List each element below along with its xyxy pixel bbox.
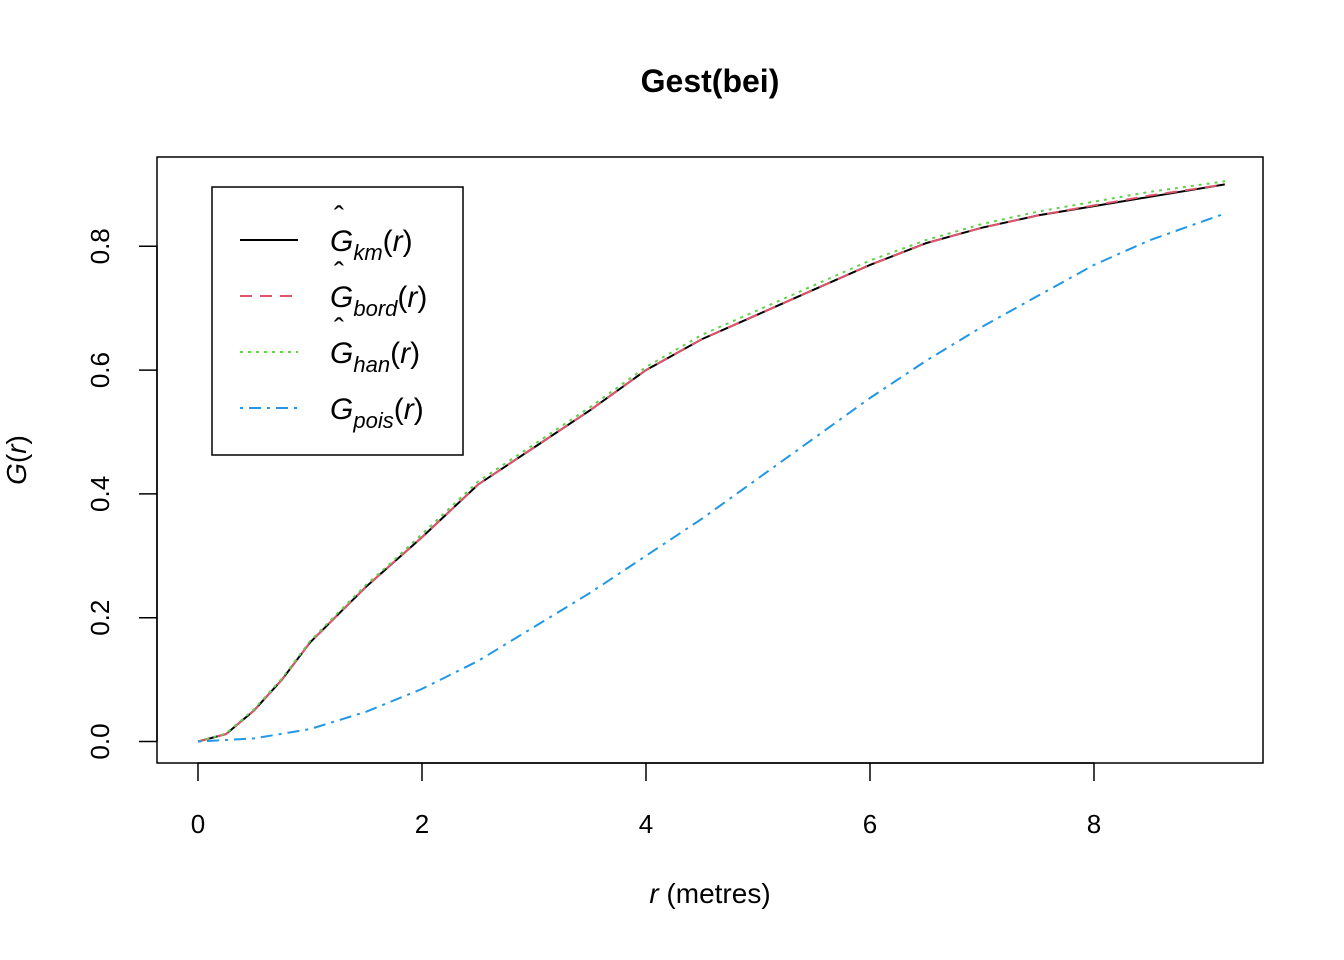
legend-var: r xyxy=(407,281,418,314)
legend-paren-close: ) xyxy=(410,337,420,370)
legend-symbol: G xyxy=(330,281,353,314)
x-axis-label-var: r xyxy=(649,878,660,909)
x-axis-label-unit: (metres) xyxy=(659,878,771,909)
y-tick-label: 0.4 xyxy=(85,476,115,512)
legend-symbol: G xyxy=(330,337,353,370)
legend-subscript: pois xyxy=(352,408,393,433)
series-layer xyxy=(197,180,1226,743)
legend-paren-open: ( xyxy=(383,225,393,258)
legend-var: r xyxy=(393,225,404,258)
x-tick-label: 8 xyxy=(1087,809,1101,839)
legend-hat-icon: ˆ xyxy=(334,313,344,346)
legend-paren-open: ( xyxy=(394,393,404,426)
x-tick-label: 6 xyxy=(863,809,877,839)
series-line-pois xyxy=(197,212,1226,743)
x-tick-label: 2 xyxy=(415,809,429,839)
legend-var: r xyxy=(404,393,415,426)
legend-subscript: km xyxy=(353,240,382,265)
legend-paren-open: ( xyxy=(390,337,400,370)
x-tick-label: 4 xyxy=(639,809,653,839)
legend-paren-close: ) xyxy=(417,281,427,314)
legend-paren-open: ( xyxy=(397,281,407,314)
y-tick-label: 0.2 xyxy=(85,600,115,636)
legend-hat-icon: ˆ xyxy=(334,201,344,234)
y-axis-label-close: ) xyxy=(1,435,32,444)
legend-hat-icon: ˆ xyxy=(334,257,344,290)
legend-subscript: han xyxy=(353,352,390,377)
y-axis-label-var: r xyxy=(1,443,32,454)
legend-label-han: Ghan(r) xyxy=(330,337,420,377)
legend-var: r xyxy=(400,337,411,370)
series-line-han xyxy=(197,180,1226,743)
y-tick-label: 0.8 xyxy=(85,228,115,264)
legend-symbol: G xyxy=(330,225,353,258)
chart-title: Gest(bei) xyxy=(641,63,780,99)
y-axis-label-fn: G xyxy=(1,463,32,485)
x-axis: 0 2 4 6 8 xyxy=(191,762,1101,839)
legend-label-bord: Gbord(r) xyxy=(330,281,427,321)
legend-symbol: G xyxy=(330,393,353,426)
y-tick-label: 0.6 xyxy=(85,352,115,388)
legend-box xyxy=(211,186,464,456)
legend-paren-close: ) xyxy=(414,393,424,426)
legend-label-pois: Gpois(r) xyxy=(330,393,424,433)
legend-label-km: Gkm(r) xyxy=(330,225,413,265)
x-axis-label: r (metres) xyxy=(649,878,770,909)
x-tick-label: 0 xyxy=(191,809,205,839)
legend-subscript: bord xyxy=(353,296,398,321)
y-tick-label: 0.0 xyxy=(85,723,115,759)
legend-paren-close: ) xyxy=(403,225,413,258)
y-axis: 0.0 0.2 0.4 0.6 0.8 xyxy=(85,228,158,760)
y-axis-label-open: ( xyxy=(1,453,32,463)
y-axis-label: G(r) xyxy=(1,435,32,485)
